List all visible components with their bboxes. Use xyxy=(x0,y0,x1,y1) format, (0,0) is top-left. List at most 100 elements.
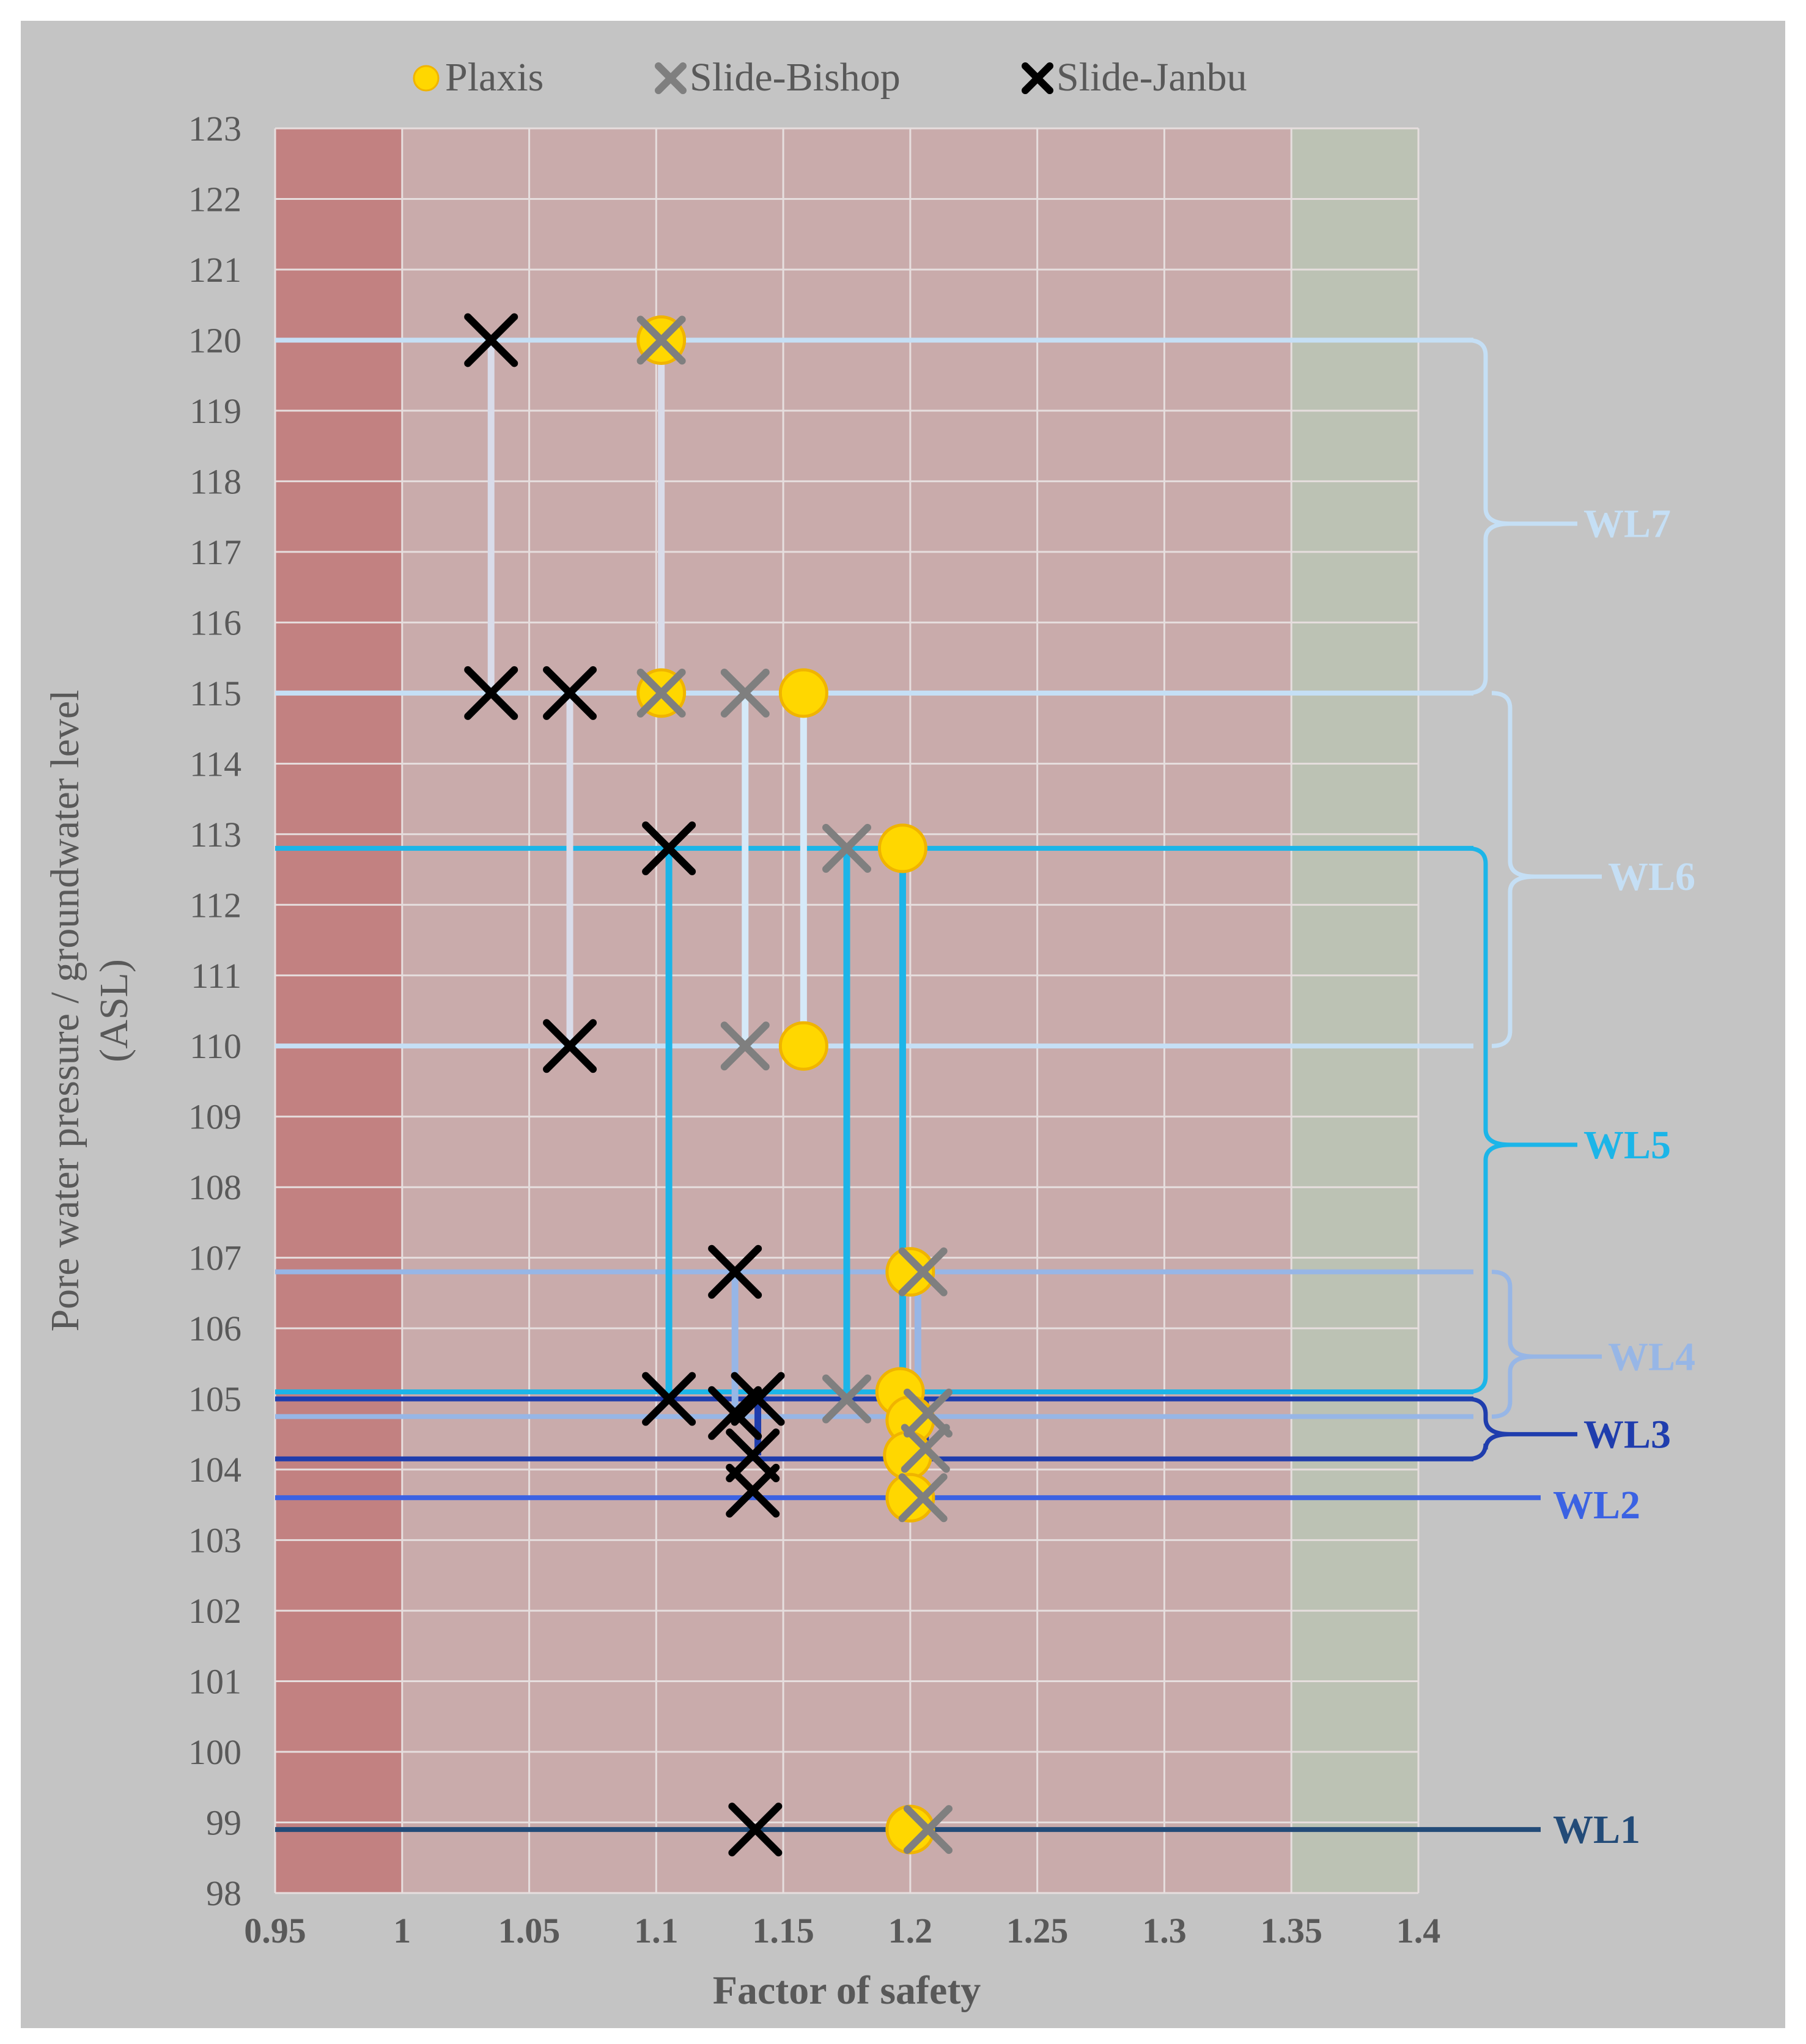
slide-bishop-point xyxy=(822,823,871,873)
x-tick-label: 1.3 xyxy=(1142,1911,1187,1950)
slide-bishop-point xyxy=(822,1374,871,1424)
slide-bishop-point xyxy=(720,1021,770,1071)
water-level-label-wl6: WL6 xyxy=(1608,855,1695,899)
legend-marker-slide-janbu-stroke-b xyxy=(1022,62,1053,94)
slide-bishop-point xyxy=(720,668,770,718)
y-axis-title-line: (ASL) xyxy=(92,959,136,1062)
y-tick-label: 112 xyxy=(190,885,241,925)
y-tick-label: 110 xyxy=(190,1026,241,1066)
slide-janbu-point xyxy=(731,1372,785,1426)
slide-janbu-point xyxy=(543,1019,597,1073)
slide-janbu-point xyxy=(464,313,518,367)
y-tick-label: 108 xyxy=(188,1167,241,1207)
slide-janbu-point xyxy=(543,666,597,720)
y-tick-label: 101 xyxy=(188,1662,241,1702)
y-tick-label: 113 xyxy=(190,815,241,855)
slide-bishop-point xyxy=(636,668,686,718)
slide-bishop-point-stroke-b xyxy=(903,1388,953,1438)
y-tick-label: 120 xyxy=(188,320,241,360)
plaxis-point xyxy=(885,1472,935,1523)
legend-marker-plaxis xyxy=(413,65,440,92)
slide-janbu-point-stroke-b xyxy=(726,1463,780,1518)
x-axis-title: Factor of safety xyxy=(713,1968,981,2013)
y-tick-label: 103 xyxy=(188,1521,241,1561)
y-tick-label: 105 xyxy=(188,1380,241,1419)
y-tick-label: 119 xyxy=(190,391,241,431)
legend: Plaxis Slide-Bishop Slide-Janbu xyxy=(413,55,1247,100)
slide-bishop-point-stroke-b xyxy=(720,668,770,718)
legend-label-slide-bishop: Slide-Bishop xyxy=(690,55,901,100)
x-tick-label: 1.25 xyxy=(1006,1911,1069,1950)
slide-bishop-point xyxy=(636,315,686,365)
y-tick-label: 107 xyxy=(188,1238,241,1278)
plaxis-point xyxy=(778,1021,828,1071)
water-level-label-wl7: WL7 xyxy=(1583,502,1671,546)
x-tick-label: 1.2 xyxy=(888,1911,933,1950)
y-tick-label: 115 xyxy=(190,674,241,713)
y-tick-label: 117 xyxy=(190,532,241,572)
y-tick-label: 102 xyxy=(188,1591,241,1631)
y-axis-title-line: Pore water pressure / groundwater level xyxy=(43,689,87,1331)
y-tick-label: 118 xyxy=(190,461,241,501)
slide-bishop-point-stroke-b xyxy=(822,823,871,873)
y-axis-title: Pore water pressure / groundwater level(… xyxy=(43,689,136,1331)
y-tick-label: 100 xyxy=(188,1732,241,1772)
y-tick-label: 122 xyxy=(188,179,241,219)
y-tick-label: 116 xyxy=(190,603,241,642)
y-tick-label: 98 xyxy=(206,1873,241,1913)
water-level-label-wl2: WL2 xyxy=(1553,1483,1640,1527)
slide-janbu-point xyxy=(642,821,696,875)
y-tick-label: 121 xyxy=(188,250,241,290)
legend-label-plaxis: Plaxis xyxy=(445,55,544,100)
slide-bishop-point-stroke-b xyxy=(898,1473,948,1523)
y-tick-label: 114 xyxy=(190,744,241,784)
y-tick-label: 106 xyxy=(188,1309,241,1348)
slide-bishop-point-stroke-b xyxy=(720,1021,770,1071)
x-tick-label: 1.15 xyxy=(752,1911,814,1950)
slide-bishop-point-stroke-b xyxy=(636,315,686,365)
slide-janbu-point-stroke-b xyxy=(708,1244,762,1299)
y-tick-label: 109 xyxy=(188,1097,241,1137)
slide-janbu-point xyxy=(728,1803,783,1857)
legend-label-slide-janbu: Slide-Janbu xyxy=(1056,55,1247,100)
x-tick-label: 1.4 xyxy=(1396,1911,1441,1950)
legend-marker-slide-janbu xyxy=(1022,62,1053,94)
slide-bishop-point xyxy=(901,1424,950,1473)
slide-janbu-point-stroke-b xyxy=(543,666,597,720)
slide-janbu-point-stroke-b xyxy=(642,821,696,875)
x-tick-label: 1 xyxy=(393,1911,411,1950)
slide-janbu-point-stroke-b xyxy=(543,1019,597,1073)
safety-band-1 xyxy=(275,128,402,1893)
x-tick-label: 1.1 xyxy=(634,1911,679,1950)
slide-janbu-point-stroke-b xyxy=(642,1372,696,1426)
legend-marker-slide-bishop xyxy=(655,62,687,94)
slide-bishop-point-stroke-b xyxy=(636,668,686,718)
slide-bishop-point-stroke-b xyxy=(898,1247,948,1296)
water-level-label-wl1: WL1 xyxy=(1553,1807,1640,1852)
legend-marker-slide-bishop-stroke-b xyxy=(655,62,687,94)
slide-bishop-point xyxy=(898,1247,948,1296)
water-level-label-wl3: WL3 xyxy=(1583,1412,1671,1457)
y-tick-label: 123 xyxy=(188,109,241,149)
slide-janbu-point xyxy=(708,1386,762,1440)
slide-bishop-point-stroke-b xyxy=(901,1424,950,1473)
plaxis-point xyxy=(778,668,828,718)
slide-bishop-point xyxy=(898,1473,948,1523)
slide-bishop-point-stroke-b xyxy=(822,1374,871,1424)
y-tick-label: 99 xyxy=(206,1803,241,1843)
plaxis-point xyxy=(877,823,927,873)
slide-bishop-point-stroke-b xyxy=(903,1805,953,1855)
plaxis-point xyxy=(885,1804,935,1855)
slide-janbu-point-stroke-b xyxy=(464,666,518,720)
slide-janbu-point-stroke-b xyxy=(728,1803,783,1857)
safety-band-3 xyxy=(1291,128,1418,1893)
slide-janbu-point xyxy=(708,1244,762,1299)
water-level-label-wl4: WL4 xyxy=(1608,1334,1695,1379)
x-tick-label: 1.05 xyxy=(498,1911,561,1950)
slide-janbu-point xyxy=(726,1463,780,1518)
y-tick-label: 104 xyxy=(188,1450,241,1490)
water-level-label-wl5: WL5 xyxy=(1583,1123,1671,1167)
x-tick-label: 1.35 xyxy=(1260,1911,1322,1950)
